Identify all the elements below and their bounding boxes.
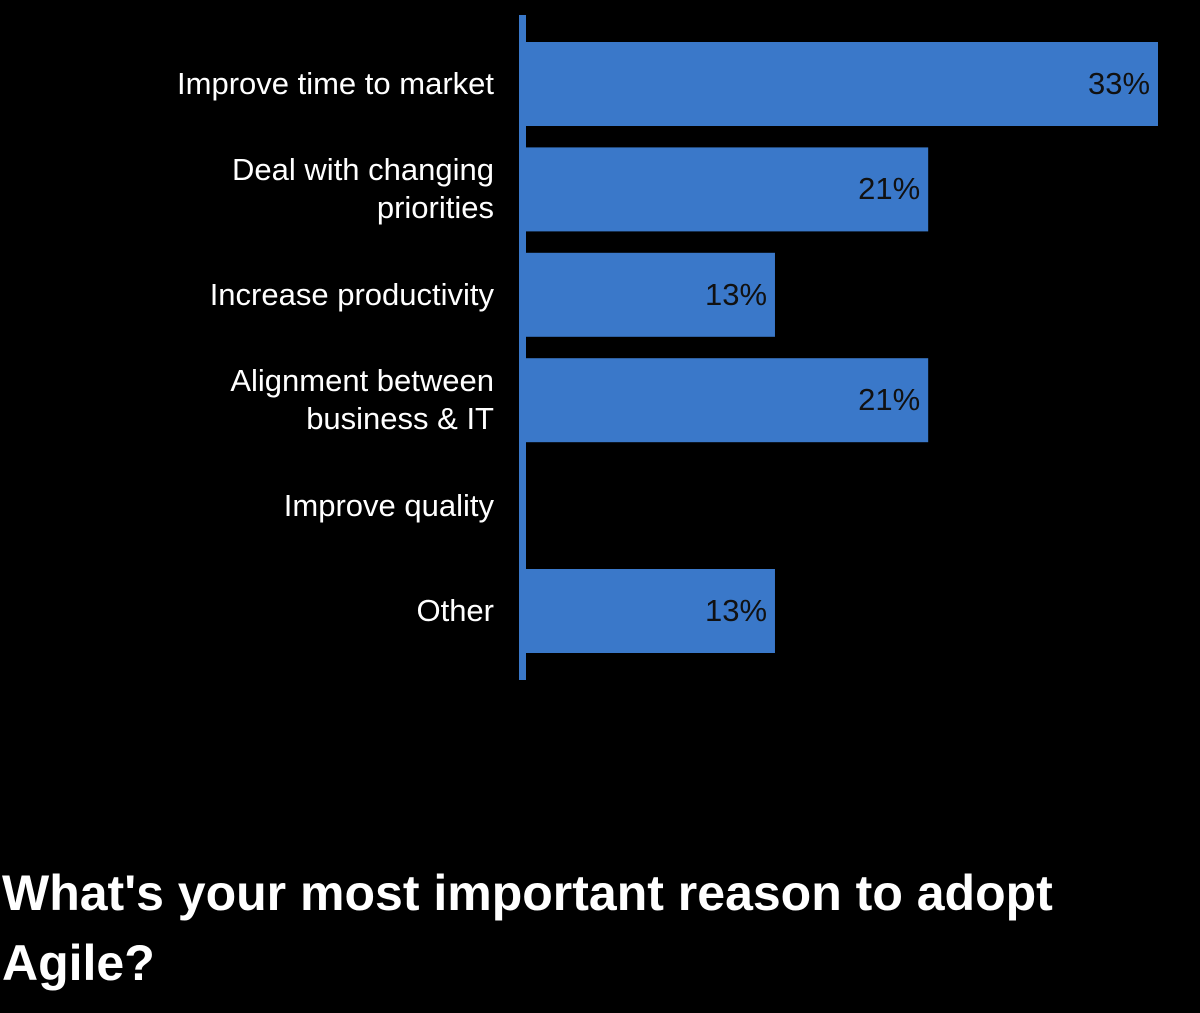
value-label: 21% (858, 382, 921, 418)
bar (526, 569, 775, 653)
axis-line (519, 15, 526, 680)
category-label: Alignment between business & IT (230, 363, 494, 437)
category-label: Increase productivity (209, 276, 494, 312)
chart-title: What's your most important reason to ado… (2, 865, 1053, 991)
value-label: 33% (1088, 66, 1151, 101)
category-label: Other (416, 593, 494, 628)
category-label: Improve quality (283, 487, 494, 523)
bar (526, 147, 929, 232)
category-label: Deal with changing priorities (232, 152, 494, 226)
category-label: Improve time to market (177, 66, 494, 101)
value-label: 21% (858, 171, 921, 207)
bar (526, 252, 775, 337)
bar (526, 42, 1158, 126)
value-label: 13% (704, 276, 768, 312)
bar (526, 358, 929, 443)
value-label: 13% (704, 593, 768, 628)
